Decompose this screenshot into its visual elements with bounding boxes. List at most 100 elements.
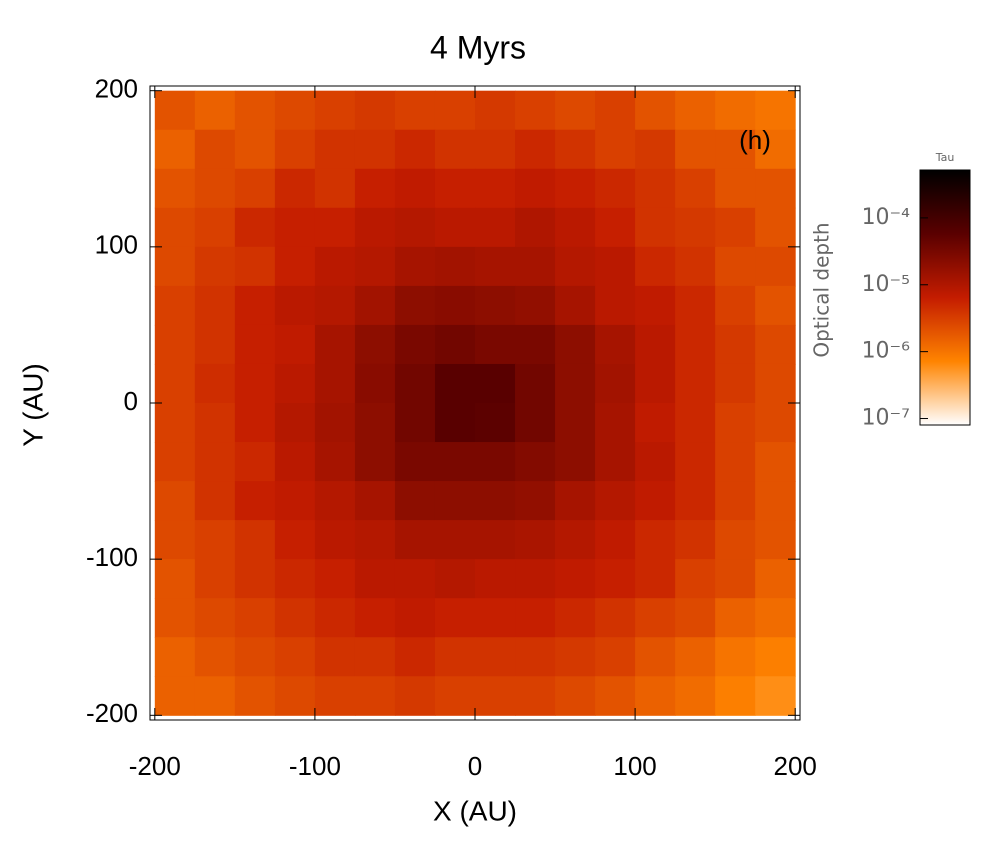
heatmap-cell [595, 129, 636, 170]
heatmap-cell [434, 246, 476, 287]
heatmap-cell [434, 207, 476, 248]
heatmap-cell [154, 598, 196, 638]
heatmap-cell [154, 403, 196, 443]
heatmap-cell [635, 559, 676, 599]
heatmap-cell [234, 637, 276, 677]
heatmap-cell [675, 207, 716, 248]
heatmap-cell [595, 403, 636, 443]
heatmap-cell [154, 363, 196, 404]
heatmap-cell [194, 559, 236, 599]
heatmap-cell [475, 481, 516, 521]
heatmap-cell [475, 363, 516, 404]
heatmap-cell [675, 481, 716, 521]
heatmap-cell [434, 676, 476, 716]
heatmap-cell [715, 207, 756, 248]
heatmap-cell [715, 559, 756, 599]
heatmap-cell [394, 285, 436, 326]
heatmap-cell [595, 598, 636, 638]
heatmap-cell [354, 403, 396, 443]
heatmap-cell [555, 442, 596, 482]
heatmap-cell [194, 363, 236, 404]
x-tick-label: 0 [468, 751, 482, 781]
heatmap-cell [595, 676, 636, 716]
heatmap-cell [715, 598, 756, 638]
heatmap-cell [194, 442, 236, 482]
heatmap-cell [515, 207, 556, 248]
heatmap-cell [755, 403, 796, 443]
heatmap-cell [154, 637, 196, 677]
heatmap-cell [394, 520, 436, 560]
heatmap-cell [314, 598, 356, 638]
heatmap-cell [274, 207, 316, 248]
heatmap-cell [274, 481, 316, 521]
heatmap-cell [635, 90, 676, 131]
heatmap-cell [675, 637, 716, 677]
heatmap-cell [715, 403, 756, 443]
heatmap-cell [234, 403, 276, 443]
heatmap-cell [274, 324, 316, 365]
heatmap-cell [194, 598, 236, 638]
heatmap-cell [234, 442, 276, 482]
heatmap-cell [274, 129, 316, 170]
heatmap-cell [234, 90, 276, 131]
heatmap-cell [715, 520, 756, 560]
heatmap-cell [675, 403, 716, 443]
heatmap-cell [394, 676, 436, 716]
heatmap-cell [755, 324, 796, 365]
heatmap-cell [555, 324, 596, 365]
heatmap-cell [555, 676, 596, 716]
heatmap-cell [755, 442, 796, 482]
heatmap-cell [475, 598, 516, 638]
x-tick-label: -200 [129, 751, 181, 781]
heatmap-cell [515, 598, 556, 638]
heatmap-cell [515, 168, 556, 209]
heatmap-cell [635, 129, 676, 170]
heatmap-cell [675, 598, 716, 638]
heatmap-cell [715, 168, 756, 209]
heatmap-cell [755, 637, 796, 677]
heatmap-cell [475, 90, 516, 131]
heatmap-cell [194, 246, 236, 287]
heatmap-cell [394, 324, 436, 365]
heatmap-cell [635, 520, 676, 560]
heatmap-cell [434, 324, 476, 365]
heatmap-cell [555, 520, 596, 560]
heatmap-cell [194, 637, 236, 677]
heatmap-cell [314, 520, 356, 560]
panel-label: (h) [739, 125, 771, 155]
heatmap-cell [515, 403, 556, 443]
heatmap-cell [434, 168, 476, 209]
heatmap-cell [234, 207, 276, 248]
heatmap-cell [274, 442, 316, 482]
heatmap-cell [715, 285, 756, 326]
heatmap-cell [555, 285, 596, 326]
heatmap-cell [194, 324, 236, 365]
heatmap-cell [274, 90, 316, 131]
heatmap-cell [274, 598, 316, 638]
heatmap-cell [354, 90, 396, 131]
heatmap-cell [515, 324, 556, 365]
heatmap-cell [274, 363, 316, 404]
heatmap-cell [595, 442, 636, 482]
heatmap-cell [475, 168, 516, 209]
heatmap-cell [194, 207, 236, 248]
heatmap-cell [635, 598, 676, 638]
heatmap-cell [515, 363, 556, 404]
y-tick-label: 100 [95, 230, 138, 260]
heatmap-cell [274, 637, 316, 677]
heatmap-cell [394, 168, 436, 209]
heatmap-cell [234, 324, 276, 365]
heatmap-cell [635, 442, 676, 482]
heatmap-cell [314, 90, 356, 131]
colorbar-title: Tau [935, 151, 955, 164]
heatmap-cell [515, 129, 556, 170]
heatmap-cell [475, 246, 516, 287]
heatmap-cell [755, 168, 796, 209]
heatmap-cell [555, 207, 596, 248]
heatmap-cell [555, 559, 596, 599]
heatmap-cell [154, 129, 196, 170]
heatmap-cell [354, 481, 396, 521]
heatmap-cell [354, 442, 396, 482]
heatmap-cell [515, 90, 556, 131]
heatmap-cell [755, 559, 796, 599]
